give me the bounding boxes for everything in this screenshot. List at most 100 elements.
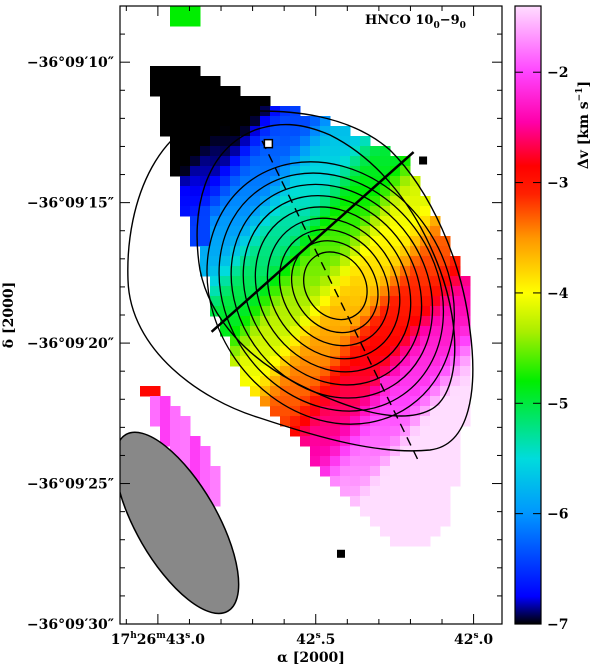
- velocity-pixel: [420, 426, 431, 437]
- velocity-pixel: [450, 476, 461, 487]
- velocity-pixel: [250, 206, 261, 217]
- velocity-pixel: [290, 266, 301, 277]
- velocity-pixel: [180, 176, 191, 187]
- velocity-pixel: [250, 146, 261, 157]
- velocity-pixel: [420, 416, 431, 427]
- velocity-pixel: [320, 346, 331, 357]
- velocity-pixel: [350, 226, 361, 237]
- velocity-pixel: [390, 156, 401, 167]
- velocity-pixel: [340, 476, 351, 487]
- velocity-pixel: [360, 286, 371, 297]
- velocity-pixel: [400, 426, 411, 437]
- velocity-pixel: [320, 146, 331, 157]
- velocity-pixel: [170, 426, 181, 437]
- velocity-pixel: [320, 216, 331, 227]
- velocity-pixel: [390, 456, 401, 467]
- velocity-pixel: [280, 226, 291, 237]
- velocity-pixel: [390, 256, 401, 267]
- velocity-pixel: [200, 466, 211, 477]
- velocity-pixel: [380, 186, 391, 197]
- velocity-pixel: [270, 276, 281, 287]
- velocity-pixel: [270, 286, 281, 297]
- velocity-pixel: [270, 236, 281, 247]
- velocity-pixel: [360, 156, 371, 167]
- colorbar-frame: [514, 5, 542, 625]
- velocity-pixel: [350, 446, 361, 457]
- velocity-pixel: [260, 336, 271, 347]
- velocity-pixel: [450, 426, 461, 437]
- velocity-pixel: [340, 146, 351, 157]
- velocity-pixel: [360, 376, 371, 387]
- velocity-pixel: [210, 266, 221, 277]
- x-tick-label: 42s.5: [296, 631, 335, 648]
- velocity-pixel: [460, 346, 471, 357]
- velocity-pixel: [290, 146, 301, 157]
- velocity-pixel: [220, 226, 231, 237]
- velocity-pixel: [420, 276, 431, 287]
- velocity-pixel: [370, 476, 381, 487]
- velocity-pixel: [430, 266, 441, 277]
- velocity-pixel: [460, 306, 471, 317]
- velocity-pixel: [410, 456, 421, 467]
- velocity-pixel: [400, 496, 411, 507]
- velocity-pixel: [160, 126, 171, 137]
- velocity-pixel: [410, 486, 421, 497]
- velocity-pixel: [340, 456, 351, 467]
- velocity-pixel: [330, 156, 341, 167]
- velocity-pixel: [310, 426, 321, 437]
- velocity-pixel: [280, 176, 291, 187]
- velocity-pixel: [240, 346, 251, 357]
- velocity-pixel: [280, 376, 291, 387]
- velocity-pixel: [380, 246, 391, 257]
- velocity-pixel: [440, 396, 451, 407]
- velocity-pixel: [380, 166, 391, 177]
- velocity-pixel: [420, 216, 431, 227]
- velocity-pixel: [440, 466, 451, 477]
- velocity-pixel: [440, 376, 451, 387]
- velocity-pixel: [270, 336, 281, 347]
- velocity-pixel: [450, 356, 461, 367]
- velocity-pixel: [280, 166, 291, 177]
- velocity-pixel: [370, 316, 381, 327]
- velocity-pixel: [420, 476, 431, 487]
- plot-area: [120, 6, 474, 615]
- velocity-pixel: [350, 336, 361, 347]
- velocity-pixel: [300, 346, 311, 357]
- velocity-pixel: [200, 226, 211, 237]
- velocity-pixel: [240, 256, 251, 267]
- velocity-pixel: [360, 396, 371, 407]
- velocity-pixel: [420, 376, 431, 387]
- velocity-pixel: [250, 216, 261, 227]
- velocity-pixel: [290, 196, 301, 207]
- velocity-pixel: [200, 126, 211, 137]
- velocity-pixel: [290, 426, 301, 437]
- velocity-pixel: [390, 176, 401, 187]
- velocity-pixel: [350, 436, 361, 447]
- velocity-pixel: [280, 306, 291, 317]
- velocity-pixel: [290, 176, 301, 187]
- velocity-pixel: [370, 376, 381, 387]
- velocity-pixel: [160, 426, 171, 437]
- velocity-pixel: [410, 356, 421, 367]
- velocity-pixel: [370, 196, 381, 207]
- velocity-pixel: [400, 536, 411, 547]
- velocity-pixel: [400, 456, 411, 467]
- velocity-pixel: [280, 186, 291, 197]
- velocity-pixel: [290, 216, 301, 227]
- velocity-pixel: [380, 286, 391, 297]
- colorbar-ticks: −2 −3 −4 −5 −6 −7: [515, 65, 569, 633]
- velocity-pixel: [430, 426, 441, 437]
- velocity-pixel: [210, 256, 221, 267]
- velocity-pixel: [410, 476, 421, 487]
- velocity-pixel: [230, 236, 241, 247]
- velocity-pixel: [260, 146, 271, 157]
- velocity-pixel: [340, 486, 351, 497]
- velocity-pixel: [250, 326, 261, 337]
- velocity-pixel: [400, 386, 411, 397]
- velocity-pixel: [420, 346, 431, 357]
- velocity-pixel: [220, 166, 231, 177]
- velocity-pixel: [330, 336, 341, 347]
- velocity-pixel: [360, 256, 371, 267]
- velocity-pixel: [430, 286, 441, 297]
- velocity-pixel: [280, 256, 291, 267]
